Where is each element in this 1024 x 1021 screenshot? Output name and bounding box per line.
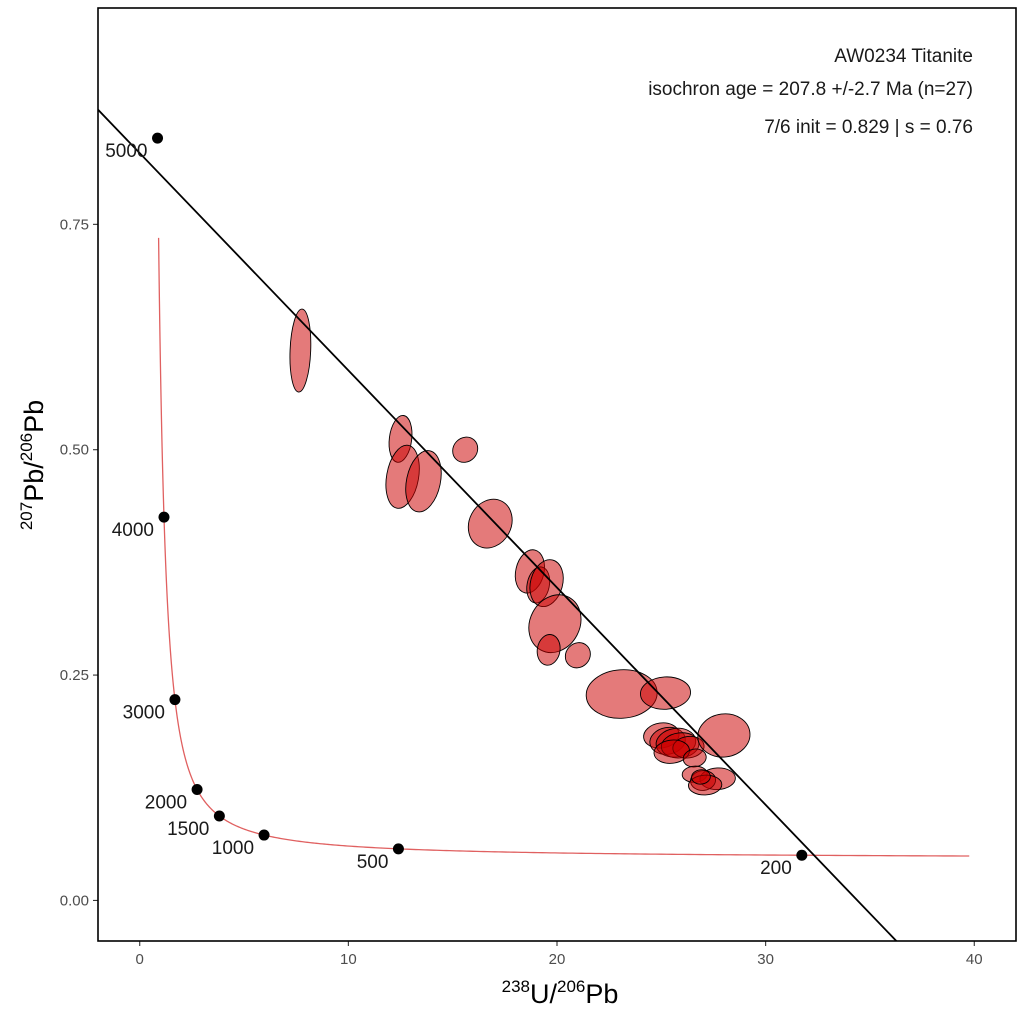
data-ellipse-11 — [536, 634, 561, 666]
y-tick-label-0.75: 0.75 — [60, 216, 89, 233]
concordia-label-1000: 1000 — [212, 838, 254, 859]
y-axis-title-sup2: 206 — [17, 433, 36, 461]
annotation-age: isochron age = 207.8 +/-2.7 Ma (n=27) — [648, 79, 973, 100]
y-tick-label-0.5: 0.50 — [60, 442, 89, 459]
data-ellipse-27 — [691, 769, 711, 785]
y-tick-label-0: 0.00 — [60, 892, 89, 909]
data-ellipse-1 — [289, 308, 312, 393]
x-tick-label-0: 0 — [136, 951, 144, 968]
x-axis-title-base2: Pb — [585, 979, 618, 1009]
axis-ticks: 0 10 20 30 40 0.00 0.25 0.50 0.75 — [60, 216, 983, 968]
concordia-label-2000: 2000 — [145, 793, 187, 814]
isochron-line — [98, 109, 898, 941]
x-axis-title: 238U/206Pb — [502, 977, 619, 1009]
concordia-label-1500: 1500 — [167, 819, 209, 840]
data-ellipse-14 — [640, 676, 691, 710]
y-axis-title: 207Pb/206Pb — [17, 400, 49, 530]
data-ellipse-22 — [697, 713, 751, 758]
concordia-label-3000: 3000 — [123, 703, 165, 724]
x-tick-label-10: 10 — [340, 951, 357, 968]
data-ellipse-4 — [405, 450, 442, 513]
concordia-marker-1500 — [213, 810, 225, 822]
concordia-marker-2000 — [191, 784, 203, 796]
concordia-label-5000: 5000 — [105, 141, 147, 162]
x-axis-title-sup: 238 — [502, 977, 530, 996]
x-axis-title-base: U/ — [530, 979, 557, 1009]
y-axis-title-base: Pb/ — [19, 461, 49, 502]
data-ellipses — [289, 308, 751, 796]
annotation-init: 7/6 init = 0.829 | s = 0.76 — [764, 117, 973, 138]
concordia-label-4000: 4000 — [112, 520, 154, 541]
annotation-title: AW0234 Titanite — [834, 46, 973, 67]
curve-layer — [98, 109, 970, 941]
concordia-marker-3000 — [169, 694, 181, 706]
data-ellipse-6 — [467, 498, 513, 549]
x-tick-label-40: 40 — [966, 951, 983, 968]
concordia-marker-5000 — [152, 132, 164, 144]
x-tick-label-30: 30 — [757, 951, 774, 968]
data-ellipse-5 — [452, 436, 479, 463]
concordia-marker-4000 — [158, 511, 170, 523]
concordia-marker-200 — [796, 849, 808, 861]
y-tick-label-0.25: 0.25 — [60, 667, 89, 684]
y-axis-title-base2: Pb — [19, 400, 49, 433]
plot-panel-border — [97, 7, 1017, 942]
data-ellipse-12 — [564, 642, 591, 669]
y-axis-title-sup: 207 — [17, 502, 36, 530]
annotations: AW0234 Titanite isochron age = 207.8 +/-… — [648, 46, 973, 138]
concordia-label-200: 200 — [760, 858, 792, 879]
concordia-marker-500 — [392, 843, 404, 855]
x-tick-label-20: 20 — [549, 951, 566, 968]
concordia-curve — [157, 237, 970, 857]
concordia-marker-1000 — [258, 829, 270, 841]
data-ellipse-20 — [653, 739, 690, 764]
concordia-label-500: 500 — [357, 852, 389, 873]
x-axis-title-sup2: 206 — [557, 977, 585, 996]
